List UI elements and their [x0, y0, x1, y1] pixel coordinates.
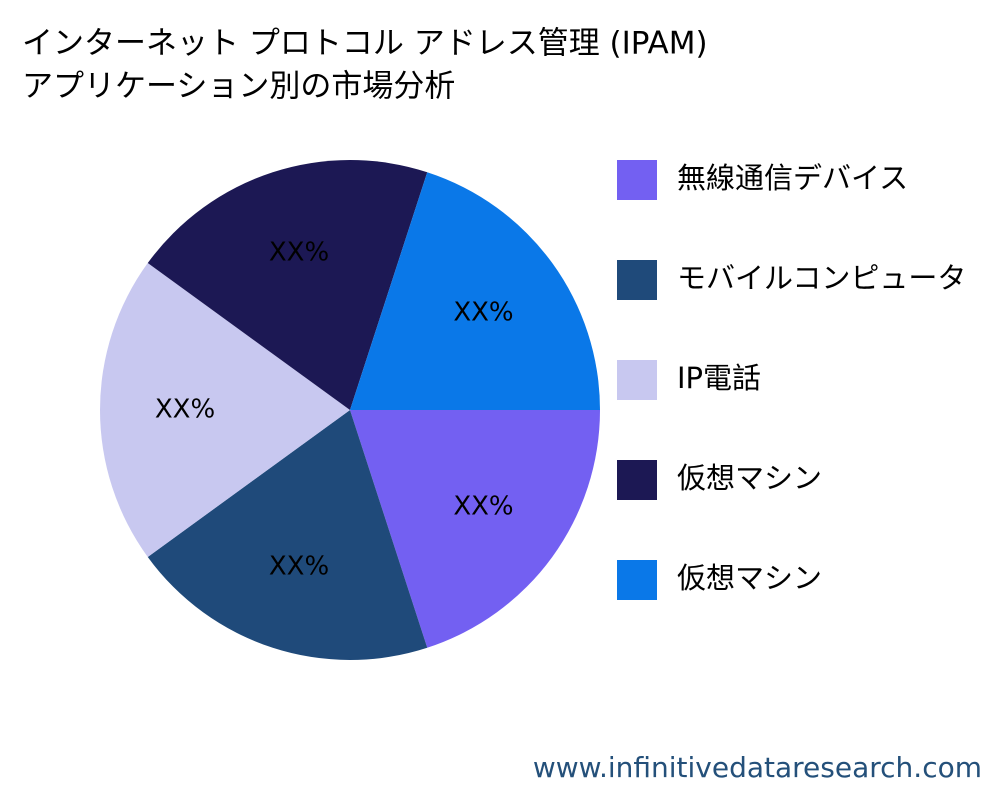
data-label: XX%	[453, 298, 513, 328]
data-label: XX%	[269, 551, 329, 581]
legend-label: IP電話	[677, 361, 761, 395]
pie-slice	[100, 263, 350, 557]
legend-swatch	[617, 260, 657, 300]
legend-label: 仮想マシン	[677, 461, 822, 495]
legend-swatch	[617, 360, 657, 400]
data-label: XX%	[453, 491, 513, 521]
legend-swatch	[617, 560, 657, 600]
chart-title: アプリケーション別の市場分析	[22, 69, 455, 105]
legend-label: 仮想マシン	[677, 561, 822, 595]
legend-label: モバイルコンピュータ	[677, 261, 966, 295]
data-label: XX%	[269, 238, 329, 268]
legend-label: 無線通信デバイス	[677, 161, 908, 195]
chart-title: インターネット プロトコル アドレス管理 (IPAM)	[22, 26, 708, 62]
legend-swatch	[617, 160, 657, 200]
pie-slice	[350, 172, 600, 410]
data-label: XX%	[155, 395, 215, 425]
pie-slice	[147, 410, 428, 660]
watermark: www.infinitivedataresearch.com	[533, 751, 982, 784]
pie-slice	[350, 410, 600, 648]
legend-swatch	[617, 460, 657, 500]
pie-slice	[147, 160, 428, 410]
